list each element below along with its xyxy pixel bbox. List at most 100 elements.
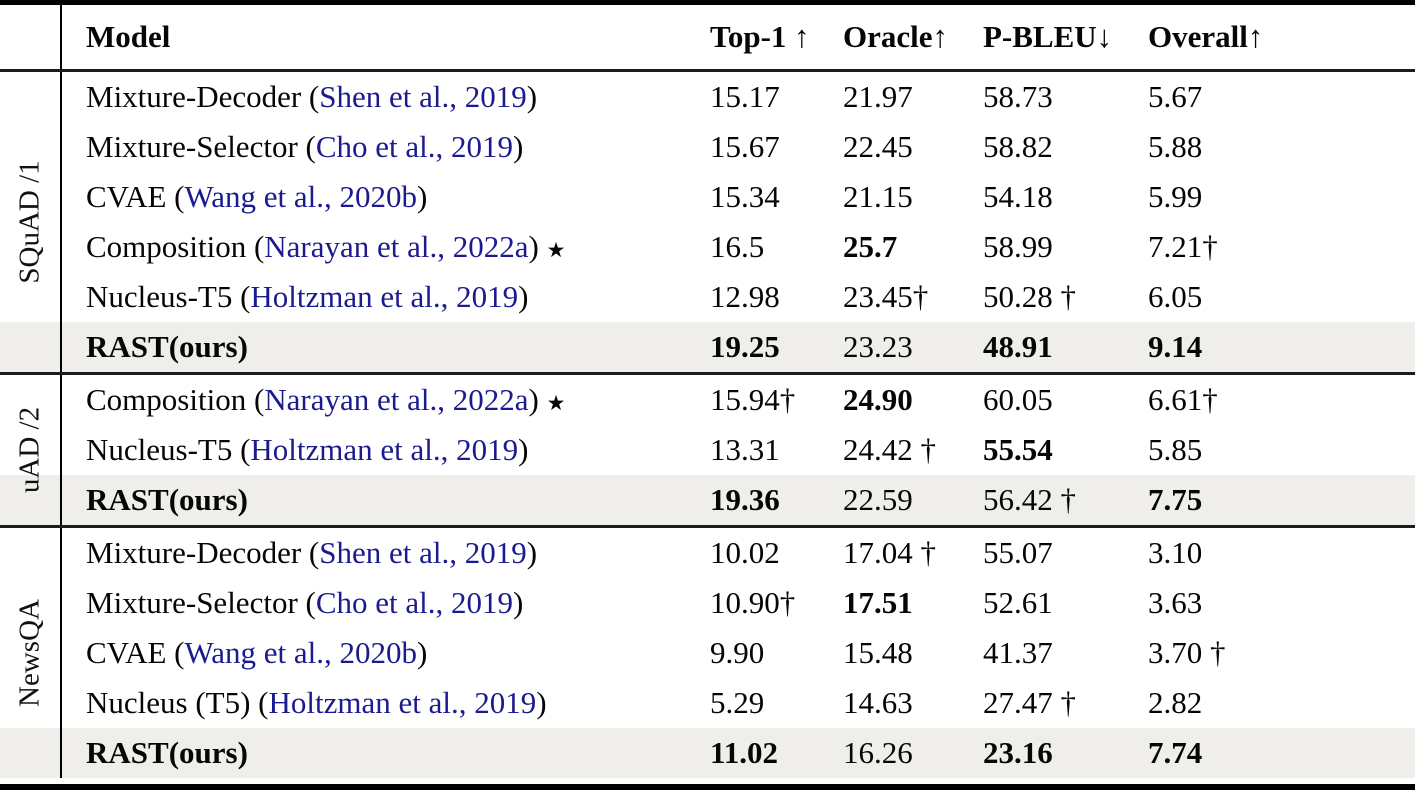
model-name: CVAE (: [86, 179, 185, 214]
label-column-spacer: [0, 628, 62, 678]
section-newsqa: NewsQA Mixture-Decoder (Shen et al., 201…: [0, 528, 1415, 778]
model-name: Mixture-Selector (: [86, 585, 316, 620]
top1-value: 15.94†: [710, 382, 796, 417]
label-column-spacer: [0, 375, 62, 428]
header-rule: [0, 69, 1415, 72]
model-name: Nucleus-T5 (: [86, 279, 251, 314]
citation-link[interactable]: Wang et al., 2020b: [184, 179, 417, 214]
oracle-value: 22.59: [843, 482, 913, 517]
top1-value: 15.17: [710, 79, 780, 114]
table-row: Nucleus (T5) (Holtzman et al., 2019) 5.2…: [0, 678, 1415, 728]
model-cell: Mixture-Selector (Cho et al., 2019): [62, 578, 710, 628]
model-cell: RAST(ours): [62, 728, 710, 778]
top1-value: 12.98: [710, 279, 780, 314]
top1-value: 10.02: [710, 535, 780, 570]
model-name-suffix: ): [526, 535, 538, 570]
model-name: Mixture-Decoder (: [86, 79, 320, 114]
citation-link[interactable]: Holtzman et al., 2019: [250, 279, 519, 314]
table-row: Mixture-Decoder (Shen et al., 2019) 15.1…: [0, 72, 1415, 122]
oracle-value: 16.26: [843, 735, 913, 770]
oracle-value: 23.45†: [843, 279, 929, 314]
citation-link[interactable]: Holtzman et al., 2019: [268, 685, 537, 720]
model-cell: Mixture-Decoder (Shen et al., 2019): [62, 528, 710, 578]
label-column-spacer: [0, 5, 62, 69]
citation-link[interactable]: Shen et al., 2019: [319, 535, 527, 570]
table-header-row: Model Top-1 ↑ Oracle↑ P-BLEU↓ Overall↑: [0, 5, 1415, 69]
overall-value: 9.14: [1148, 329, 1203, 364]
citation-link[interactable]: Holtzman et al., 2019: [250, 432, 519, 467]
model-name: Nucleus (T5) (: [86, 685, 269, 720]
model-name-suffix: ): [513, 585, 524, 620]
oracle-value: 22.45: [843, 129, 913, 164]
table-row-rast-highlight: RAST(ours) 19.36 22.59 56.42 † 7.75: [0, 475, 1415, 525]
oracle-value: 17.51: [843, 585, 913, 620]
top1-value: 15.34: [710, 179, 780, 214]
oracle-value: 21.97: [843, 79, 913, 114]
overall-value: 5.85: [1148, 432, 1203, 467]
model-name-suffix: ): [518, 279, 529, 314]
model-cell: Nucleus-T5 (Holtzman et al., 2019): [62, 425, 710, 475]
pbleu-value: 58.99: [983, 229, 1053, 264]
table-row: Composition (Narayan et al., 2022a) ★ 16…: [0, 222, 1415, 275]
label-column-spacer: [0, 728, 62, 778]
oracle-value: 25.7: [843, 229, 898, 264]
table-row: Mixture-Selector (Cho et al., 2019) 10.9…: [0, 578, 1415, 628]
pbleu-value: 50.28 †: [983, 279, 1076, 314]
oracle-value: 17.04 †: [843, 535, 936, 570]
model-name: Composition (: [86, 382, 265, 417]
overall-value: 5.88: [1148, 129, 1203, 164]
citation-link[interactable]: Shen et al., 2019: [319, 79, 527, 114]
overall-value: 6.61†: [1148, 382, 1218, 417]
model-name: RAST(ours): [86, 482, 248, 517]
label-column-spacer: [0, 272, 62, 322]
citation-link[interactable]: Wang et al., 2020b: [184, 635, 417, 670]
pbleu-value: 48.91: [983, 329, 1053, 364]
section-label-squad2: uAD /2: [13, 406, 46, 494]
model-cell: CVAE (Wang et al., 2020b): [62, 628, 710, 678]
table-row: Mixture-Selector (Cho et al., 2019) 15.6…: [0, 122, 1415, 172]
model-name-suffix: ): [518, 432, 529, 467]
top1-value: 16.5: [710, 229, 765, 264]
model-name-suffix: ): [526, 79, 538, 114]
model-cell: Mixture-Selector (Cho et al., 2019): [62, 122, 710, 172]
model-cell: CVAE (Wang et al., 2020b): [62, 172, 710, 222]
column-header-pbleu: P-BLEU↓: [983, 19, 1113, 54]
label-column-spacer: [0, 578, 62, 628]
overall-value: 3.70 †: [1148, 635, 1226, 670]
oracle-value: 15.48: [843, 635, 913, 670]
label-column-spacer: [0, 528, 62, 578]
pbleu-value: 58.82: [983, 129, 1053, 164]
top1-value: 19.36: [710, 482, 780, 517]
model-name: RAST(ours): [86, 329, 248, 364]
label-column-spacer: [0, 475, 62, 525]
pbleu-value: 41.37: [983, 635, 1053, 670]
top1-value: 11.02: [710, 735, 779, 770]
column-header-model: Model: [86, 19, 171, 54]
citation-link[interactable]: Narayan et al., 2022a: [264, 382, 529, 417]
section-label-squad1: SQuAD /1: [13, 160, 46, 284]
top1-value: 15.67: [710, 129, 780, 164]
citation-link[interactable]: Narayan et al., 2022a: [264, 229, 529, 264]
model-cell: Composition (Narayan et al., 2022a) ★: [62, 375, 710, 428]
model-name-suffix: ): [528, 229, 547, 264]
model-name: CVAE (: [86, 635, 185, 670]
model-name-suffix: ): [528, 382, 547, 417]
oracle-value: 24.90: [843, 382, 913, 417]
top1-value: 5.29: [710, 685, 765, 720]
citation-link[interactable]: Cho et al., 2019: [315, 129, 514, 164]
model-cell: Nucleus-T5 (Holtzman et al., 2019): [62, 272, 710, 322]
model-cell: RAST(ours): [62, 475, 710, 525]
model-cell: Mixture-Decoder (Shen et al., 2019): [62, 72, 710, 122]
pbleu-value: 54.18: [983, 179, 1053, 214]
table-row: Mixture-Decoder (Shen et al., 2019) 10.0…: [0, 528, 1415, 578]
pbleu-value: 55.07: [983, 535, 1053, 570]
section-divider-rule: [0, 525, 1415, 528]
overall-value: 5.67: [1148, 79, 1203, 114]
label-column-spacer: [0, 72, 62, 122]
top1-value: 13.31: [710, 432, 780, 467]
pbleu-value: 27.47 †: [983, 685, 1076, 720]
section-squad2: uAD /2 Composition (Narayan et al., 2022…: [0, 375, 1415, 525]
table-row: Nucleus-T5 (Holtzman et al., 2019) 12.98…: [0, 272, 1415, 322]
citation-link[interactable]: Cho et al., 2019: [315, 585, 514, 620]
oracle-value: 14.63: [843, 685, 913, 720]
